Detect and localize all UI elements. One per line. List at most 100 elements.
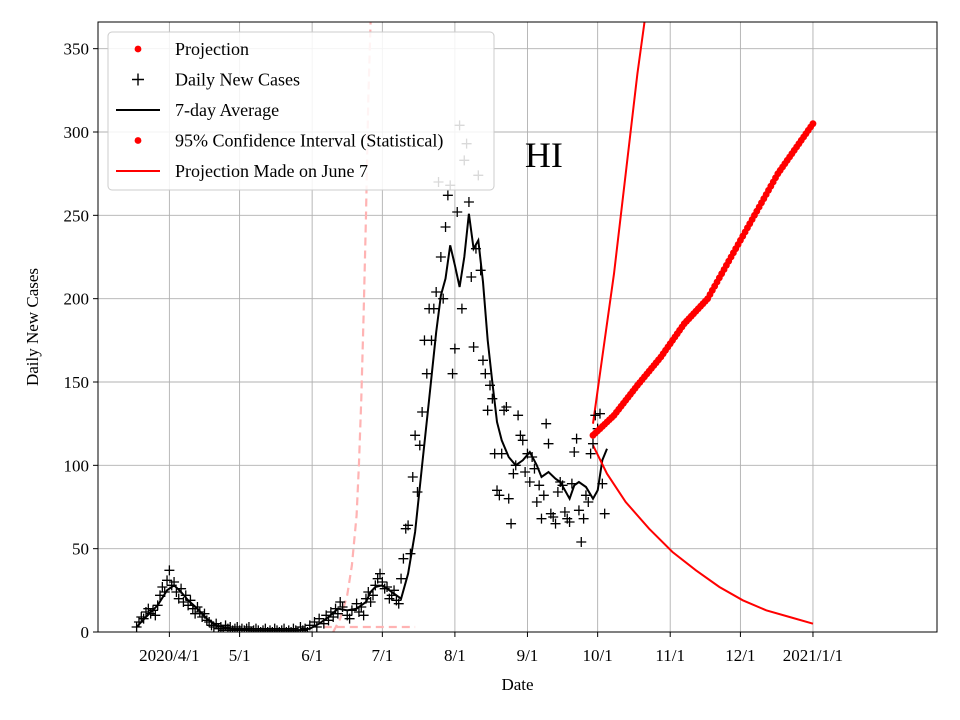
case-point bbox=[403, 520, 414, 531]
y-tick-label: 0 bbox=[81, 623, 90, 642]
case-point bbox=[311, 622, 322, 632]
95-confidence-interval-statistical-upper-line bbox=[592, 22, 646, 424]
case-point bbox=[449, 343, 460, 354]
case-point bbox=[412, 487, 423, 497]
case-point bbox=[475, 265, 486, 276]
case-point bbox=[529, 463, 540, 474]
case-point bbox=[379, 583, 390, 594]
case-point bbox=[477, 355, 488, 366]
case-point bbox=[452, 207, 463, 217]
case-point bbox=[367, 590, 378, 601]
case-point bbox=[143, 603, 154, 614]
case-point bbox=[185, 595, 196, 606]
case-point bbox=[150, 610, 161, 621]
case-point bbox=[510, 460, 521, 471]
case-point bbox=[440, 222, 451, 232]
legend-label: Projection Made on June 7 bbox=[175, 161, 368, 181]
y-axis: 0 50 100 150 200 250 300 350 bbox=[64, 40, 98, 642]
plot-frame bbox=[97, 21, 938, 633]
case-point bbox=[206, 620, 217, 631]
case-point bbox=[513, 410, 524, 421]
case-point bbox=[548, 512, 559, 522]
case-point bbox=[576, 537, 587, 547]
case-point bbox=[559, 507, 570, 517]
y-tick-label: 250 bbox=[64, 206, 90, 225]
case-point bbox=[365, 597, 376, 607]
y-tick-label: 150 bbox=[64, 373, 90, 392]
case-point bbox=[335, 597, 346, 607]
case-point bbox=[164, 565, 175, 576]
y-tick-label: 200 bbox=[64, 290, 90, 309]
case-point bbox=[536, 513, 547, 524]
x-tick-label: 11/1 bbox=[655, 646, 685, 665]
y-axis-label: Daily New Cases bbox=[23, 268, 42, 386]
case-point bbox=[580, 490, 591, 501]
x-tick-label: 6/1 bbox=[301, 646, 323, 665]
legend-marker-plus bbox=[132, 73, 144, 86]
case-point bbox=[410, 430, 421, 441]
case-point bbox=[587, 438, 598, 449]
case-point bbox=[463, 197, 474, 207]
case-point bbox=[337, 602, 348, 612]
case-point bbox=[428, 303, 439, 314]
case-point bbox=[386, 590, 397, 601]
case-point bbox=[534, 480, 545, 491]
case-point bbox=[136, 612, 147, 622]
case-point bbox=[417, 407, 428, 417]
case-point bbox=[573, 505, 584, 516]
case-point bbox=[564, 517, 575, 527]
x-tick-label: 2021/1/1 bbox=[783, 646, 843, 665]
y-tick-label: 50 bbox=[72, 540, 89, 559]
case-point bbox=[466, 272, 477, 282]
7-day-average-line bbox=[135, 213, 608, 632]
case-point bbox=[201, 615, 212, 626]
case-point bbox=[288, 623, 299, 632]
case-point bbox=[370, 580, 381, 591]
case-point bbox=[279, 623, 290, 632]
legend-label: 7-day Average bbox=[175, 100, 279, 120]
case-point bbox=[435, 252, 446, 262]
case-point bbox=[550, 518, 561, 529]
case-point bbox=[552, 487, 563, 497]
case-point bbox=[356, 602, 367, 612]
95-confidence-interval-statistical-lower-line bbox=[592, 444, 814, 625]
case-point bbox=[538, 490, 549, 501]
case-point bbox=[187, 603, 198, 614]
case-point bbox=[389, 585, 400, 596]
case-point bbox=[594, 408, 605, 419]
x-axis: 2020/4/1 5/1 6/1 7/1 8/1 9/1 10/1 11/1 12/1 2021/… bbox=[139, 632, 843, 665]
case-point bbox=[302, 627, 313, 632]
case-point bbox=[531, 497, 542, 507]
case-point bbox=[414, 440, 425, 451]
case-point bbox=[147, 605, 158, 616]
case-point bbox=[269, 623, 280, 632]
y-tick-label: 350 bbox=[64, 40, 90, 59]
case-point bbox=[260, 623, 271, 632]
case-point bbox=[426, 335, 437, 346]
case-point bbox=[524, 477, 535, 487]
case-point bbox=[571, 433, 582, 444]
case-point bbox=[508, 468, 519, 479]
x-tick-label: 12/1 bbox=[725, 646, 755, 665]
case-point bbox=[281, 627, 292, 632]
case-point bbox=[377, 577, 388, 587]
case-point bbox=[157, 582, 168, 592]
case-point bbox=[485, 380, 496, 391]
case-point bbox=[393, 598, 404, 609]
case-point bbox=[438, 293, 449, 304]
case-point bbox=[407, 472, 418, 482]
case-point bbox=[159, 587, 170, 597]
case-point bbox=[297, 625, 308, 632]
case-point bbox=[590, 410, 601, 421]
case-point bbox=[332, 608, 343, 619]
case-point bbox=[583, 497, 594, 507]
projection-point bbox=[809, 120, 817, 128]
case-point bbox=[566, 478, 577, 489]
case-point bbox=[138, 613, 149, 624]
case-point bbox=[250, 623, 261, 632]
legend-label: 95% Confidence Interval (Statistical) bbox=[175, 131, 443, 152]
case-point bbox=[501, 402, 512, 412]
case-point bbox=[398, 553, 409, 564]
case-point bbox=[527, 452, 538, 462]
